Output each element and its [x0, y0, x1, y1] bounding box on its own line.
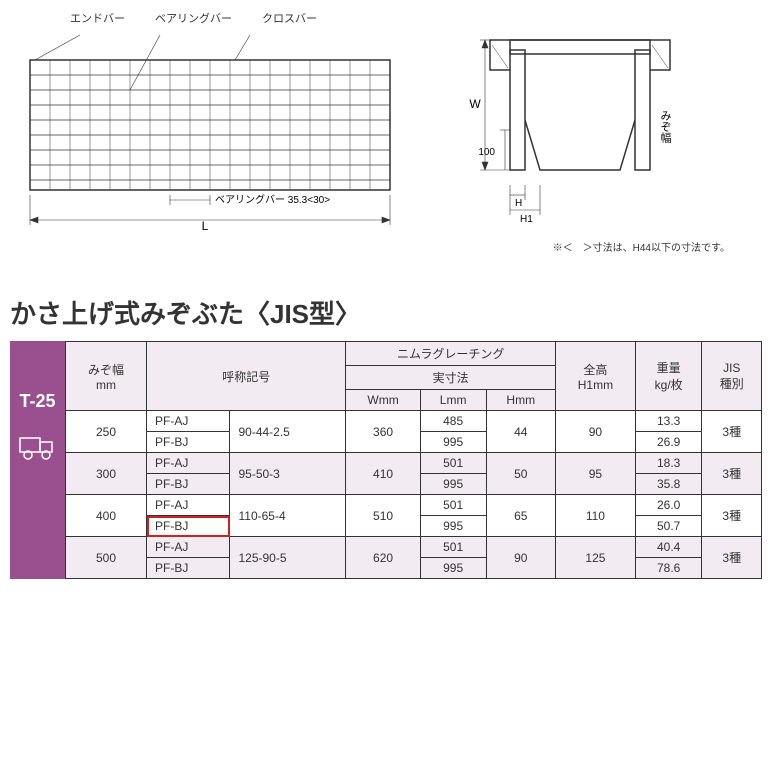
table-row: 400PF-AJ110-65-45105016511026.03種 — [66, 495, 762, 516]
cell-W: 410 — [346, 453, 420, 495]
cell-jis: 3種 — [702, 453, 762, 495]
table-row: 250PF-AJ90-44-2.5360485449013.33種 — [66, 411, 762, 432]
cell-jis: 3種 — [702, 411, 762, 453]
label-mizo: みぞ幅 — [659, 110, 672, 144]
cell-pfcode: PF-BJ — [147, 558, 230, 579]
cell-mizo: 400 — [66, 495, 147, 537]
cell-H: 90 — [486, 537, 555, 579]
cell-pfcode: PF-AJ — [147, 537, 230, 558]
diagram-footnote: ※＜ ＞寸法は、H44以下の寸法です。 — [450, 239, 730, 254]
cell-W: 620 — [346, 537, 420, 579]
cell-L: 995 — [420, 432, 486, 453]
label-W: W — [469, 97, 481, 111]
label-bearingbar: ベアリングバー — [155, 10, 232, 26]
cell-weight: 26.0 — [635, 495, 702, 516]
label-H1: H1 — [520, 214, 533, 225]
cell-H1: 90 — [555, 411, 635, 453]
cell-H1: 125 — [555, 537, 635, 579]
label-100: 100 — [478, 147, 495, 158]
cell-L: 501 — [420, 537, 486, 558]
grating-plan-diagram: エンドバー ベアリングバー クロスバー — [10, 10, 410, 235]
load-rating-label: T-25 — [19, 391, 55, 412]
grating-svg: ベアリングバー 35.3<30> L — [10, 30, 410, 230]
page-title: かさ上げ式みぞぶた〈JIS型〉 — [10, 294, 762, 331]
cell-weight: 50.7 — [635, 516, 702, 537]
th-code: 呼称記号 — [147, 342, 346, 411]
cell-pfcode: PF-AJ — [147, 411, 230, 432]
th-W: Wmm — [346, 390, 420, 411]
cell-mizo: 500 — [66, 537, 147, 579]
label-bearing-pitch: ベアリングバー 35.3<30> — [215, 193, 330, 206]
spec-table-wrap: T-25 みぞ幅 mm 呼称記号 ニムラグレーチング 全高 H1mm 重量 kg… — [10, 341, 762, 579]
label-L: L — [202, 219, 209, 230]
cell-weight: 18.3 — [635, 453, 702, 474]
cell-H1: 95 — [555, 453, 635, 495]
cell-L: 995 — [420, 558, 486, 579]
cell-pfcode: PF-AJ — [147, 453, 230, 474]
cell-weight: 26.9 — [635, 432, 702, 453]
cell-jis: 3種 — [702, 537, 762, 579]
table-row: 500PF-AJ125-90-56205019012540.43種 — [66, 537, 762, 558]
section-svg: W 100 みぞ幅 H H1 — [450, 10, 710, 230]
cell-code: 110-65-4 — [230, 495, 346, 537]
cell-L: 485 — [420, 411, 486, 432]
cell-W: 360 — [346, 411, 420, 453]
cell-pfcode: PF-AJ — [147, 495, 230, 516]
cell-code: 125-90-5 — [230, 537, 346, 579]
th-nimura: ニムラグレーチング — [346, 342, 556, 366]
label-crossbar: クロスバー — [262, 10, 317, 26]
section-diagram: W 100 みぞ幅 H H1 ※＜ ＞寸法は、H44以下の寸法です。 — [450, 10, 730, 254]
cell-L: 501 — [420, 453, 486, 474]
cell-code: 95-50-3 — [230, 453, 346, 495]
cell-L: 995 — [420, 516, 486, 537]
th-jissun: 実寸法 — [346, 366, 556, 390]
cell-H: 44 — [486, 411, 555, 453]
th-jis: JIS 種別 — [702, 342, 762, 411]
cell-pfcode: PF-BJ — [147, 432, 230, 453]
cell-L: 501 — [420, 495, 486, 516]
cell-H: 50 — [486, 453, 555, 495]
cell-pfcode: PF-BJ — [147, 474, 230, 495]
cell-H1: 110 — [555, 495, 635, 537]
label-H: H — [515, 198, 522, 209]
load-rating-sidebar: T-25 — [10, 341, 65, 579]
cell-mizo: 300 — [66, 453, 147, 495]
cell-W: 510 — [346, 495, 420, 537]
cell-H: 65 — [486, 495, 555, 537]
th-mizo: みぞ幅 mm — [66, 342, 147, 411]
cell-mizo: 250 — [66, 411, 147, 453]
diagram-top-labels: エンドバー ベアリングバー クロスバー — [10, 10, 410, 26]
label-endbar: エンドバー — [70, 10, 125, 26]
cell-weight: 78.6 — [635, 558, 702, 579]
cell-pfcode: PF-BJ — [147, 516, 230, 537]
th-H1: 全高 H1mm — [555, 342, 635, 411]
cell-weight: 40.4 — [635, 537, 702, 558]
spec-table: みぞ幅 mm 呼称記号 ニムラグレーチング 全高 H1mm 重量 kg/枚 JI… — [65, 341, 762, 579]
cell-L: 995 — [420, 474, 486, 495]
cell-weight: 35.8 — [635, 474, 702, 495]
th-L: Lmm — [420, 390, 486, 411]
cell-weight: 13.3 — [635, 411, 702, 432]
truck-icon — [18, 432, 58, 462]
table-row: 300PF-AJ95-50-3410501509518.33種 — [66, 453, 762, 474]
diagram-section: エンドバー ベアリングバー クロスバー — [10, 10, 762, 254]
th-weight: 重量 kg/枚 — [635, 342, 702, 411]
cell-code: 90-44-2.5 — [230, 411, 346, 453]
th-H: Hmm — [486, 390, 555, 411]
cell-jis: 3種 — [702, 495, 762, 537]
